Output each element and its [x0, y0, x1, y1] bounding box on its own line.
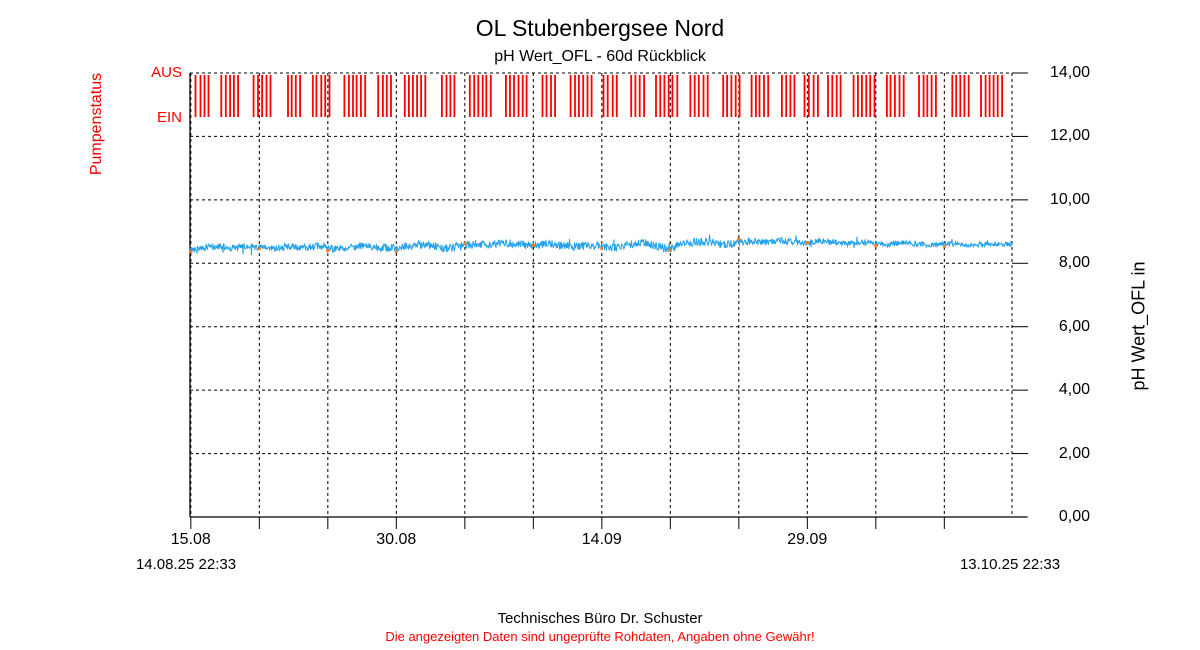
- y-tick-label: 2,00: [1058, 444, 1090, 462]
- x-tick-label: 14.09: [581, 531, 622, 548]
- y-tick-label: 6,00: [1058, 317, 1090, 335]
- chart-title: OL Stubenbergsee Nord: [475, 15, 725, 41]
- x-tick-label: 15.08: [170, 531, 211, 548]
- y-tick-label: 4,00: [1058, 381, 1090, 399]
- y-tick-label: 12,00: [1049, 127, 1090, 145]
- y-tick-label: 10,00: [1049, 190, 1090, 208]
- pump-state-ein-label: EIN: [156, 109, 182, 126]
- chart-subtitle: pH Wert_OFL - 60d Rückblick: [494, 48, 706, 65]
- x-tick-label: 29.09: [787, 531, 828, 548]
- footer-company: Technisches Büro Dr. Schuster: [497, 610, 703, 627]
- y-tick-label: 14,00: [1049, 64, 1090, 81]
- y-tick-label: 0,00: [1058, 508, 1090, 525]
- y-tick-label: 8,00: [1058, 254, 1090, 272]
- x-tick-label: 30.08: [376, 531, 417, 548]
- pump-state-aus-label: AUS: [151, 64, 182, 81]
- footer-disclaimer: Die angezeigten Daten sind ungeprüfte Ro…: [385, 629, 815, 644]
- x-axis-start-datetime: 14.08.25 22:33: [135, 556, 237, 573]
- x-axis-end-datetime: 13.10.25 22:33: [959, 556, 1061, 573]
